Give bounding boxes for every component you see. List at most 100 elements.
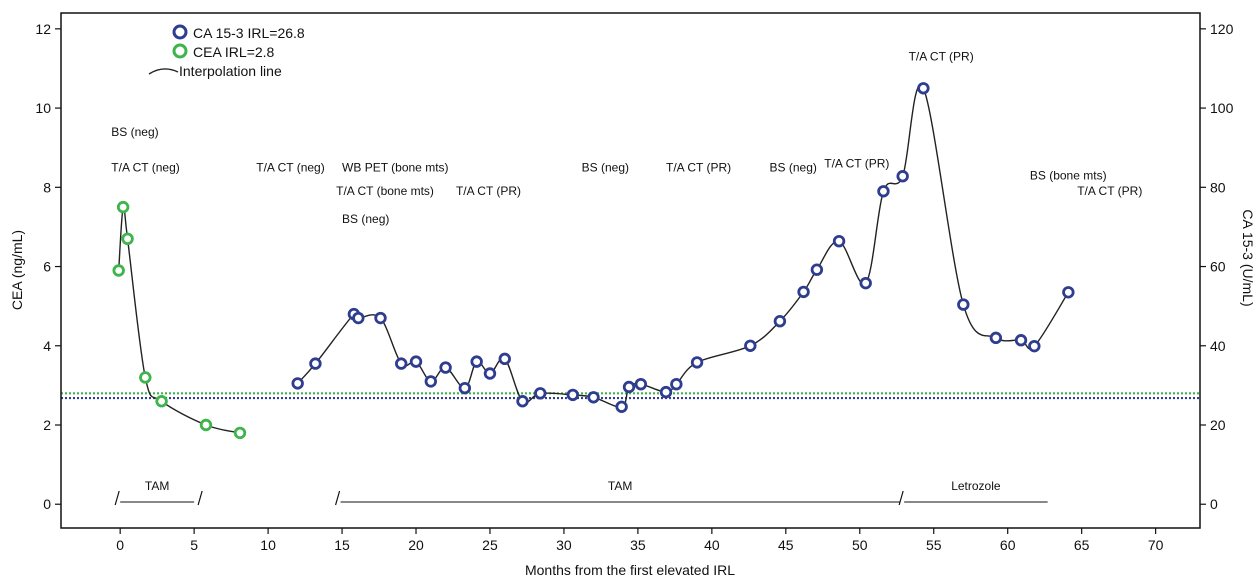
legend: CA 15-3 IRL=26.8 CEA IRL=2.8 Interpolation… (148, 24, 305, 79)
ca153-point (1062, 286, 1075, 299)
imaging-annotation: T/A CT (PR) (1077, 184, 1142, 198)
ca153-point (470, 355, 483, 368)
x-tick-label: 45 (778, 537, 794, 553)
imaging-annotation: BS (neg) (770, 160, 817, 174)
ca153-point (1028, 339, 1041, 353)
x-tick-label: 35 (630, 537, 646, 553)
ca153-point (352, 311, 365, 325)
right-y-tick-label: 20 (1210, 417, 1226, 433)
x-tick-label: 20 (408, 537, 424, 553)
x-tick-label: 70 (1148, 537, 1164, 553)
plot-frame (60, 12, 1201, 529)
ca153-point (877, 185, 890, 198)
x-tick-label: 15 (334, 537, 350, 553)
x-tick-label: 60 (1000, 537, 1016, 553)
ca153-point (291, 377, 304, 390)
imaging-annotation: T/A CT (neg) (111, 160, 179, 174)
cea-point (233, 426, 247, 440)
right-y-tick-label: 80 (1210, 179, 1226, 195)
ca153-point (896, 170, 909, 183)
cea-point (199, 418, 213, 432)
left-y-tick-label: 2 (43, 417, 51, 433)
ca153-point (309, 357, 322, 370)
treatment-label: Letrozole (951, 479, 1001, 493)
x-tick-label: 30 (556, 537, 572, 553)
ca153-point (374, 311, 387, 325)
ca153-point (989, 331, 1003, 345)
annotations-layer: BS (neg) T/A CT (neg) T/A CT (neg) WB PET (… (111, 50, 1142, 226)
right-axis-title: CA 15-3 (U/mL) (1240, 209, 1256, 306)
interpolation-curves-layer (117, 84, 1069, 434)
ca153-point (395, 357, 408, 370)
x-tick-label: 0 (116, 537, 124, 553)
left-y-tick-label: 4 (43, 338, 51, 354)
ca153-point (615, 400, 628, 413)
ca153-point (498, 352, 511, 366)
ca153-point (690, 356, 704, 369)
ca153-point (622, 380, 636, 394)
imaging-annotation: BS (bone mts) (1030, 168, 1107, 182)
imaging-annotation: T/A CT (PR) (666, 160, 731, 174)
ca153-point (439, 361, 452, 374)
legend-label: Interpolation line (179, 63, 282, 79)
cea-point (155, 395, 168, 408)
treatment-start-mark (898, 490, 904, 506)
cea-point (112, 264, 125, 277)
ca153-point (483, 367, 497, 380)
left-y-tick-label: 12 (35, 21, 51, 37)
interpolation-legend-marker (148, 68, 179, 75)
ca153-point (1014, 334, 1028, 347)
x-tick-label: 10 (260, 537, 276, 553)
left-y-tick-label: 8 (43, 179, 51, 195)
imaging-annotation: T/A CT (PR) (456, 184, 521, 198)
ca153-point (917, 82, 930, 95)
ca153-point (458, 381, 472, 395)
cea-point (121, 232, 134, 246)
treatment-label: TAM (608, 479, 632, 493)
left-axis-title: CEA (ng/mL) (9, 230, 25, 310)
data-points-layer (112, 82, 1075, 440)
ca153-point (670, 377, 683, 391)
ca153-point (659, 385, 673, 399)
treatment-start-mark (334, 490, 341, 506)
treatment-start-mark (114, 490, 120, 506)
cea-legend-marker (172, 43, 188, 59)
ca153-point (810, 263, 824, 276)
left-y-tick-label: 6 (43, 259, 51, 275)
ca153-point (409, 355, 423, 368)
imaging-annotation: BS (neg) (111, 125, 158, 139)
legend-label: CA 15-3 IRL=26.8 (193, 25, 305, 41)
cea-point (116, 200, 130, 214)
legend-label: CEA IRL=2.8 (193, 44, 275, 60)
ca153-point (424, 375, 438, 388)
left-y-tick-label: 10 (35, 100, 51, 116)
right-y-tick-label: 40 (1210, 338, 1226, 354)
imaging-annotation: T/A CT (neg) (256, 160, 324, 174)
cea-point (139, 371, 152, 384)
x-tick-label: 5 (190, 537, 198, 553)
x-axis-title: Months from the first elevated IRL (525, 562, 735, 578)
axes-layer: 0 5 10 15 20 25 30 35 40 45 50 55 60 65 70024681012020… (35, 21, 1233, 553)
ca153-point (957, 298, 970, 311)
imaging-annotation: BS (neg) (342, 212, 389, 226)
ca153-point (634, 377, 648, 391)
ca153-point (587, 391, 600, 404)
x-tick-label: 25 (482, 537, 498, 553)
ca153-point (566, 388, 580, 402)
imaging-annotation: T/A CT (PR) (824, 157, 889, 171)
imaging-annotation: WB PET (bone mts) (342, 160, 448, 174)
right-y-tick-label: 60 (1210, 259, 1226, 275)
imaging-annotation: T/A CT (bone mts) (336, 184, 434, 198)
left-y-tick-label: 0 (43, 496, 51, 512)
right-y-tick-label: 120 (1210, 21, 1234, 37)
ca153-legend-marker (172, 24, 188, 40)
ca153-point (534, 387, 547, 400)
x-tick-label: 40 (704, 537, 720, 553)
imaging-annotation: T/A CT (PR) (909, 50, 974, 64)
treatment-label: TAM (145, 479, 169, 493)
reference-lines-layer (61, 392, 1200, 400)
ca153-point (832, 234, 846, 248)
x-tick-label: 50 (852, 537, 868, 553)
ca153-point (744, 339, 757, 352)
